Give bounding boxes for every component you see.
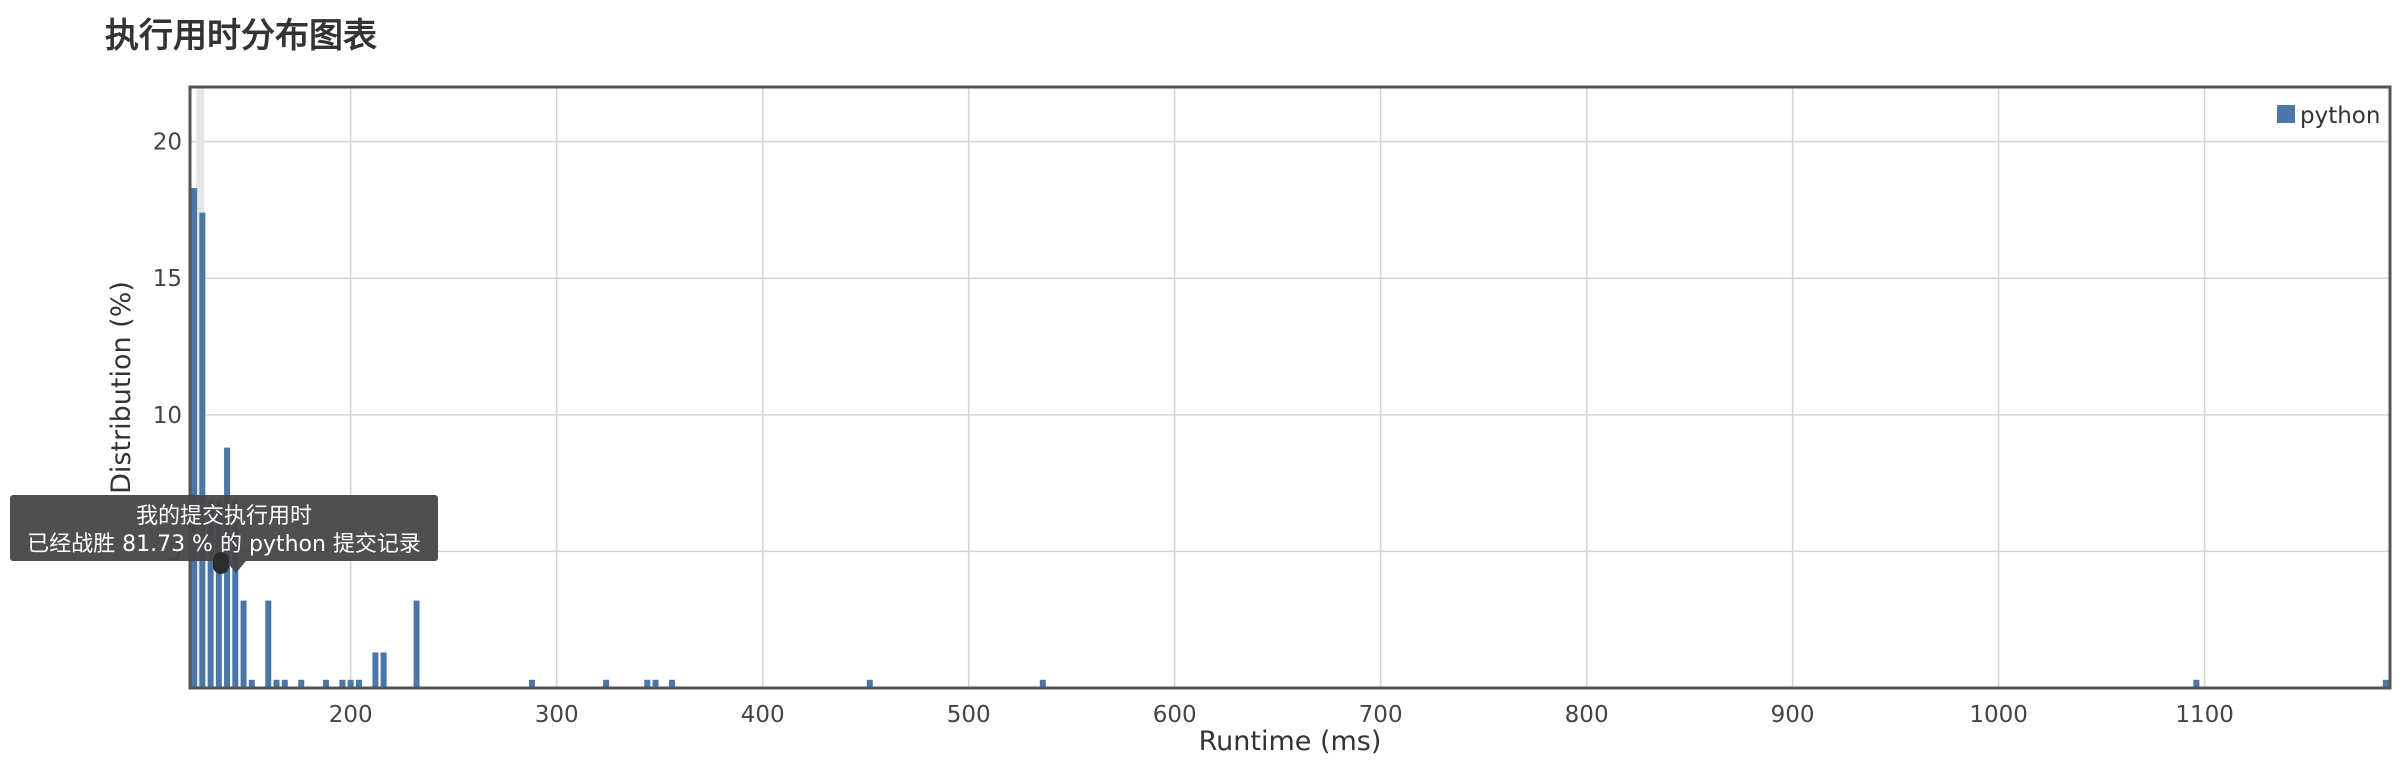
y-tick-label: 15 [153,266,182,292]
bars-layer [191,188,2389,688]
bar[interactable] [355,679,362,688]
bar[interactable] [2193,679,2200,688]
bar[interactable] [281,679,288,688]
bar[interactable] [240,600,247,688]
bar[interactable] [248,679,255,688]
y-tick-label: 20 [153,130,182,156]
bar[interactable] [2382,679,2389,688]
x-tick-label: 800 [1565,702,1609,728]
bar[interactable] [273,679,280,688]
legend-label-python: python [2300,103,2380,129]
x-tick-label: 900 [1771,702,1815,728]
bar[interactable] [199,212,206,688]
bar[interactable] [644,679,651,688]
legend-swatch-python [2275,103,2297,125]
bar[interactable] [298,679,305,688]
bar[interactable] [1039,679,1046,688]
x-tick-label: 600 [1153,702,1197,728]
grid-layer [190,87,2390,688]
chart-title: 执行用时分布图表 [105,16,377,56]
bar[interactable] [652,679,659,688]
bar[interactable] [347,679,354,688]
bar[interactable] [215,499,222,688]
x-tick-label: 400 [741,702,785,728]
legend[interactable]: python [2275,103,2380,129]
bar[interactable] [232,499,239,688]
bar[interactable] [322,679,329,688]
x-tick-label: 1000 [1969,702,2028,728]
tooltip-arrow [226,561,246,573]
bar[interactable] [207,499,214,688]
bar[interactable] [265,600,272,688]
bar[interactable] [866,679,873,688]
x-axis-label: Runtime (ms) [1199,726,1382,757]
x-tick-label: 1100 [2175,702,2234,728]
x-tick-label: 200 [329,702,373,728]
bar[interactable] [413,600,420,688]
plot-frame [188,85,2392,690]
y-tick-label: 10 [153,403,182,429]
bar[interactable] [380,652,387,688]
tooltip-title: 我的提交执行用时 [135,504,312,529]
bar[interactable] [372,652,379,688]
bar[interactable] [191,188,198,688]
x-tick-label: 300 [535,702,579,728]
bar[interactable] [669,679,676,688]
x-tick-label: 700 [1359,702,1403,728]
bar[interactable] [603,679,610,688]
bar[interactable] [339,679,346,688]
y-axis-label: Distribution (%) [106,281,137,494]
bar[interactable] [528,679,535,688]
submission-tooltip: 我的提交执行用时 已经战胜 81.73 % 的 python 提交记录 [10,495,438,573]
ticks-layer: 200300400500600700800900100011005101520 [153,130,2234,728]
submission-marker[interactable] [213,552,229,574]
x-tick-label: 500 [947,702,991,728]
